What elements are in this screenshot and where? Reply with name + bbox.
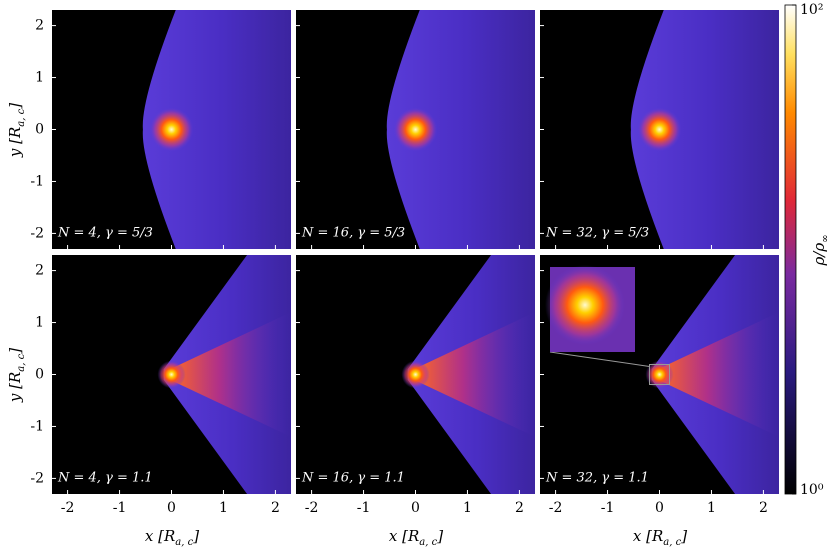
- x-tick-label: 2: [515, 500, 524, 516]
- shock-region: [630, 10, 779, 249]
- panel: -2 -1 0 1 2 -2 -1 0 1 2 N = 4, γ = 1.1: [30, 255, 291, 516]
- panel-label: N = 16, γ = 1.1: [301, 471, 405, 486]
- label-part: ∞: [820, 234, 830, 242]
- x-tick-label: -1: [357, 500, 371, 516]
- zoom-line: [549, 351, 650, 367]
- shock-region: [142, 10, 291, 249]
- label-part: ]: [192, 527, 199, 545]
- density-map: [296, 255, 535, 494]
- x-tick-label: 1: [707, 500, 716, 516]
- core-glow: [637, 107, 682, 152]
- y-tick-label: 1: [35, 70, 44, 86]
- plume: [171, 312, 291, 437]
- label-part: ρ/ρ: [810, 243, 828, 267]
- x-tick-label: 1: [219, 500, 228, 516]
- y-tick-label: 0: [35, 122, 44, 138]
- x-axis-label: x [Ra, c]: [389, 527, 443, 548]
- plume: [659, 312, 779, 437]
- label-part: a, c: [175, 537, 193, 548]
- panel-label: N = 4, γ = 5/3: [57, 226, 153, 241]
- density-map: [296, 10, 535, 249]
- label-part: a, c: [16, 353, 27, 371]
- y-tick-label: -2: [30, 225, 44, 241]
- label-part: a, c: [16, 108, 27, 126]
- x-tick-label: -2: [61, 500, 75, 516]
- y-axis-label: y [Ra, c]: [6, 348, 27, 403]
- colorbar-tick-label: 10²: [800, 2, 823, 18]
- panel: -2 -1 0 1 2 N = 32, γ = 1.1: [540, 255, 779, 516]
- core-glow: [157, 360, 186, 389]
- label-part: y [R: [6, 372, 24, 403]
- label-part: a, c: [663, 537, 681, 548]
- panel-label: N = 32, γ = 5/3: [545, 226, 649, 241]
- core-glow: [645, 360, 674, 389]
- core-glow: [149, 107, 194, 152]
- y-tick-label: 0: [35, 367, 44, 383]
- colorbar-label: ρ/ρ∞: [810, 234, 830, 266]
- core-glow: [401, 360, 430, 389]
- y-tick-label: 1: [35, 315, 44, 331]
- x-tick-label: 0: [411, 500, 420, 516]
- panel: -2 -1 0 1 2 N = 4, γ = 5/3: [30, 10, 291, 249]
- label-part: x [R: [145, 527, 175, 545]
- x-tick-label: 0: [655, 500, 664, 516]
- density-map: [52, 10, 291, 249]
- label-part: ]: [680, 527, 687, 545]
- x-tick-label: 1: [463, 500, 472, 516]
- x-tick-label: -2: [305, 500, 319, 516]
- density-map: [52, 255, 291, 494]
- label-part: ]: [6, 103, 24, 110]
- y-tick-label: -1: [30, 418, 44, 434]
- y-axis-label: y [Ra, c]: [6, 103, 27, 158]
- panel: N = 32, γ = 5/3: [540, 10, 779, 249]
- x-tick-label: 0: [167, 500, 176, 516]
- y-tick-label: -1: [30, 173, 44, 189]
- x-tick-label: -2: [549, 500, 563, 516]
- plume: [415, 312, 535, 437]
- x-axis-label: x [Ra, c]: [145, 527, 199, 548]
- panel: -2 -1 0 1 2 N = 16, γ = 1.1: [296, 255, 535, 516]
- inset-glow: [545, 265, 625, 345]
- label-part: y [R: [6, 127, 24, 158]
- x-tick-label: -1: [601, 500, 615, 516]
- panel-label: N = 32, γ = 1.1: [545, 471, 649, 486]
- panel: N = 16, γ = 5/3: [296, 10, 535, 249]
- y-tick-label: -2: [30, 470, 44, 486]
- label-part: ]: [6, 348, 24, 355]
- panel-label: N = 4, γ = 1.1: [57, 471, 153, 486]
- shock-region: [386, 10, 535, 249]
- core-glow: [393, 107, 438, 152]
- label-part: a, c: [419, 537, 437, 548]
- x-tick-label: 2: [271, 500, 280, 516]
- y-tick-label: 2: [35, 18, 44, 34]
- x-tick-label: 2: [759, 500, 768, 516]
- x-tick-label: -1: [113, 500, 127, 516]
- label-part: x [R: [389, 527, 419, 545]
- panel-label: N = 16, γ = 5/3: [301, 226, 405, 241]
- zoom-box: [649, 364, 670, 385]
- x-axis-label: x [Ra, c]: [633, 527, 687, 548]
- label-part: ]: [436, 527, 443, 545]
- colorbar-tick-label: 10⁰: [800, 482, 824, 498]
- colorbar: [784, 4, 797, 495]
- density-map: [540, 10, 779, 249]
- label-part: x [R: [633, 527, 663, 545]
- y-tick-label: 2: [35, 263, 44, 279]
